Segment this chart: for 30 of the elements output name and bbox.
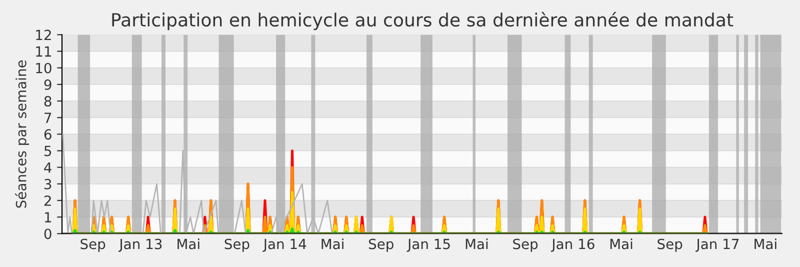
y-tick-label: 12: [36, 30, 51, 40]
x-tick-label: Mai: [178, 238, 200, 250]
x-tick-label: Mai: [322, 238, 344, 250]
y-tick-label: 9: [44, 79, 52, 90]
x-tick-label: Sep: [224, 238, 250, 252]
y-tick-label: 3: [44, 178, 52, 190]
y-axis-title: Séances par semaine: [15, 60, 30, 208]
y-tick-label: 0: [44, 228, 52, 240]
x-tick-label: Sep: [658, 238, 682, 252]
chart-title: Participation en hemicycle au cours de sa dernière année de mandat: [112, 12, 734, 30]
x-tick-label: Mai: [754, 238, 776, 250]
x-tick-label: Mai: [610, 238, 632, 250]
y-tick-label: 1: [44, 212, 51, 222]
y-tick-label: 8: [44, 96, 52, 106]
y-tick-label: 10: [36, 62, 52, 74]
x-tick-label: Sep: [368, 238, 394, 252]
x-tick-label: Mai: [466, 238, 488, 250]
x-tick-label: Sep: [513, 238, 538, 252]
x-tick-label: Jan 17: [696, 238, 739, 252]
y-tick-label: 5: [44, 146, 52, 156]
y-tick-label: 4: [44, 162, 52, 173]
y-tick-label: 2: [44, 195, 51, 206]
x-tick-label: Jan 15: [406, 238, 450, 252]
x-tick-label: Sep: [80, 238, 106, 252]
y-tick-label: 6: [44, 129, 52, 140]
y-tick-label: 11: [36, 46, 51, 57]
x-tick-label: Jan 16: [550, 238, 594, 252]
y-tick-label: 7: [44, 112, 52, 123]
x-tick-label: Jan 14: [262, 238, 306, 252]
x-tick-label: Jan 13: [118, 238, 162, 252]
